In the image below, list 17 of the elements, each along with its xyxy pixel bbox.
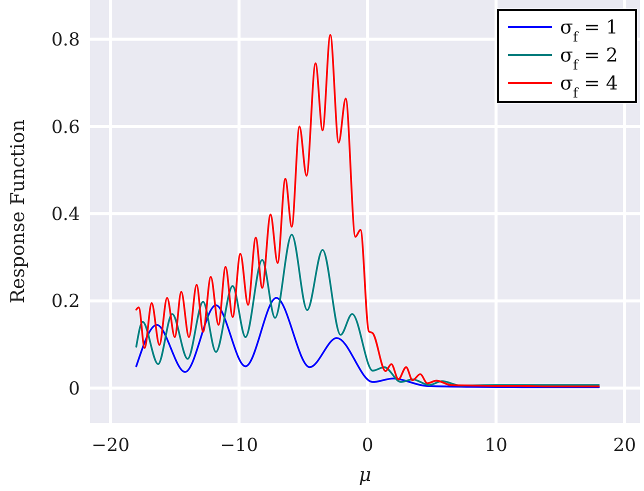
legend-label: σ$_{f}$ = 4	[560, 72, 618, 102]
line-series	[135, 234, 600, 386]
line-series	[135, 296, 600, 388]
y-tick-label: 0.2	[51, 291, 80, 312]
x-tick-label: 0	[362, 435, 374, 456]
legend-label: σ$_{f}$ = 1	[560, 16, 618, 46]
x-tick-label: −20	[92, 435, 130, 456]
y-tick-label: 0.6	[51, 116, 80, 138]
y-tick-label: 0.4	[51, 204, 80, 225]
legend-label: σ$_{f}$ = 2	[560, 44, 618, 74]
y-axis-title: Response Function	[7, 120, 29, 304]
y-tick-label: 0	[68, 378, 80, 400]
x-tick-label: −10	[220, 435, 258, 456]
x-tick-label: 10	[484, 435, 508, 456]
x-axis-title: μ	[358, 464, 372, 486]
y-tick-label: 0.8	[51, 30, 80, 51]
x-tick-label: 20	[613, 435, 636, 456]
